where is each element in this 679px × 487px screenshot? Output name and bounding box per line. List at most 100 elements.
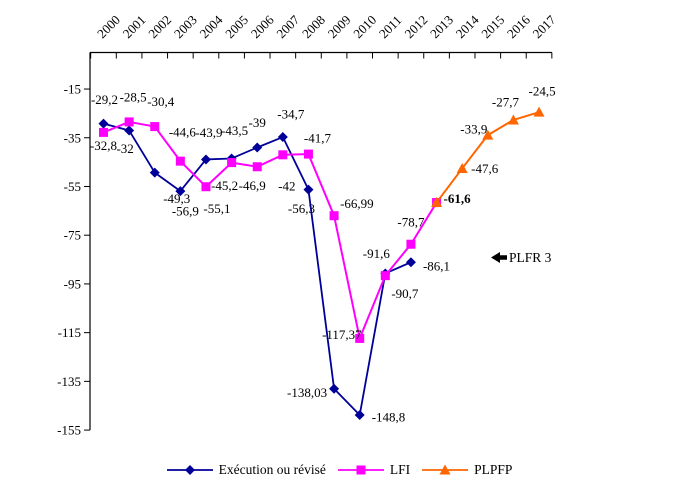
legend-item-exécution-ou-révisé: Exécution ou révisé [166,462,326,478]
marker-triangle-2016 [507,114,519,125]
legend-label: LFI [389,462,411,478]
marker-square-2001 [124,117,134,127]
y-tick-label--95: -95 [64,276,81,291]
series-plpfp: -61,6 -47,6 -33,9 -27,7 -24,5 [431,84,556,208]
legend-label: PLPFP [474,462,513,478]
data-label-2010: -117,37 [322,327,362,342]
left-arrow-icon [491,252,507,263]
x-tick-label-2000: 2000 [94,12,123,41]
legend-item-lfi: LFI [337,462,411,478]
x-tick-label-2010: 2010 [350,12,379,41]
series-line [103,120,438,340]
marker-square-2012 [406,239,416,249]
marker-square-2007 [278,150,288,160]
y-axis: -15 -35 -55 -75 -95 -115 -135 -155 [57,52,91,438]
x-tick-label-2016: 2016 [504,12,533,41]
x-tick-label-2013: 2013 [427,12,456,41]
data-label-2006: -39 [249,115,266,130]
x-tick-label-2006: 2006 [248,12,277,41]
y-tick-label--135: -135 [57,374,81,389]
data-label-2012: -78,7 [397,215,425,230]
legend-marker-square-icon [337,465,384,475]
marker-square-2011 [380,271,390,281]
marker-square-2003 [175,156,185,166]
marker-diamond-2003 [175,186,186,197]
marker-diamond-2008 [303,184,314,195]
marker-diamond-2002 [149,167,160,178]
marker-square-2006 [252,162,262,172]
marker-diamond-2010 [354,409,365,420]
x-tick-label-2002: 2002 [145,12,174,41]
data-label-2010: -148,8 [372,409,406,424]
marker-diamond-2009 [329,383,340,394]
y-tick-label--15: -15 [64,82,81,97]
legend-glyph [439,464,451,475]
legend-marker-diamond-icon [166,465,213,475]
marker-square-2000 [99,127,108,137]
x-tick-label-2017: 2017 [530,12,559,41]
marker-square-2002 [150,122,160,132]
data-label-2007: -34,7 [277,107,305,122]
data-label-2009: -66,99 [340,196,374,211]
data-label-2006: -46,9 [239,178,266,193]
marker-diamond-2004 [200,154,211,165]
legend-marker-triangle-icon [422,464,469,475]
marker-triangle-2015 [482,129,494,140]
annotation-text: PLFR 3 [509,250,552,265]
data-label-2001: -32 [116,141,133,156]
legend-glyph [184,465,195,475]
data-label-2011: -91,6 [363,246,391,261]
y-tick-label--75: -75 [64,228,81,243]
x-tick-label-2003: 2003 [171,12,200,41]
marker-diamond-2000 [98,118,109,129]
legend-label: Exécution ou révisé [218,462,326,478]
data-label-2008: -41,7 [304,131,332,146]
data-label-2016: -27,7 [492,94,520,109]
x-tick-label-2011: 2011 [376,12,405,41]
data-label-2005: -43,5 [221,123,248,138]
marker-square-2005 [227,158,237,168]
y-tick-label--155: -155 [57,423,81,438]
y-tick-label--35: -35 [64,130,81,145]
x-tick-label-2014: 2014 [453,12,482,41]
x-axis: 2000200120022003200420052006200720082009… [90,12,559,59]
x-tick-label-2001: 2001 [120,12,149,41]
data-label-2003: -44,6 [169,125,197,140]
marker-diamond-2001 [124,125,135,136]
data-label-2005: -45,2 [211,178,238,193]
data-label-2001: -28,5 [120,89,147,104]
marker-square-2004 [201,182,211,192]
data-label-2011: -90,7 [391,286,419,301]
marker-square-2009 [329,211,339,221]
marker-triangle-2013 [431,197,443,208]
data-label-2012: -86,1 [423,259,450,274]
marker-diamond-2007 [277,132,288,143]
data-label-2000: -32,8 [90,138,117,153]
data-label-2000: -29,2 [91,92,118,107]
data-label-2008: -56,3 [288,201,315,216]
marker-triangle-2017 [533,106,545,117]
data-label-2009: -138,03 [287,385,327,400]
data-label-2003: -56,9 [172,204,199,219]
marker-diamond-2006 [252,142,263,153]
marker-square-2010 [355,333,365,343]
data-label-2002: -30,4 [147,94,175,109]
series-line [435,111,540,204]
data-label-2002: -49,3 [163,191,190,206]
x-tick-label-2008: 2008 [299,12,328,41]
marker-diamond-2012 [405,257,416,268]
x-tick-label-2015: 2015 [478,12,507,41]
marker-triangle-2014 [456,162,468,173]
data-label-2017: -24,5 [528,84,555,99]
x-tick-label-2005: 2005 [222,12,251,41]
data-label-2007: -42 [278,178,295,193]
data-label-2004: -43,9 [195,125,222,140]
x-tick-label-2007: 2007 [273,12,302,41]
y-tick-label--115: -115 [58,325,81,340]
legend-glyph [356,465,366,475]
data-label-2014: -47,6 [471,161,499,176]
legend-item-plpfp: PLPFP [422,463,512,477]
series-exécution-ou-révisé: -29,2 -32 -49,3-56,9 -43,9-43,5-39 -34,7 -56,… [91,92,450,424]
